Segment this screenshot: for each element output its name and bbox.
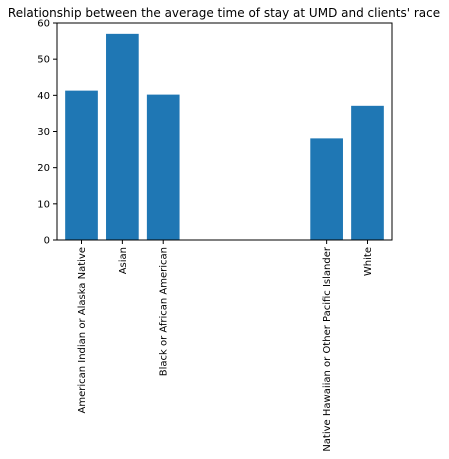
bar <box>106 33 139 240</box>
bar <box>351 105 384 241</box>
y-tick-label: 20 <box>37 163 50 174</box>
bar <box>65 90 98 240</box>
plot-frame <box>56 22 393 241</box>
x-tick-label: Native Hawaiian or Other Pacific Islande… <box>322 246 333 452</box>
x-tick-label: Asian <box>118 247 129 274</box>
bar <box>146 94 180 240</box>
y-tick-label: 0 <box>44 236 50 247</box>
x-tick-label: Black or African American <box>159 247 170 376</box>
x-axis: American Indian or Alaska Native Asian Bla… <box>77 240 374 452</box>
y-tick-label: 10 <box>37 199 50 210</box>
y-tick-label: 30 <box>37 127 50 138</box>
bars-group <box>65 33 384 241</box>
x-tick-label: White <box>363 247 374 276</box>
y-tick-label: 50 <box>37 55 50 66</box>
y-tick-label: 40 <box>37 91 50 102</box>
y-tick-label: 60 <box>37 19 50 30</box>
bar <box>310 138 343 240</box>
chart-title: Relationship between the average time of… <box>8 6 440 20</box>
x-tick-label: American Indian or Alaska Native <box>77 247 88 414</box>
y-axis: 0 10 20 30 40 50 60 <box>37 19 57 247</box>
